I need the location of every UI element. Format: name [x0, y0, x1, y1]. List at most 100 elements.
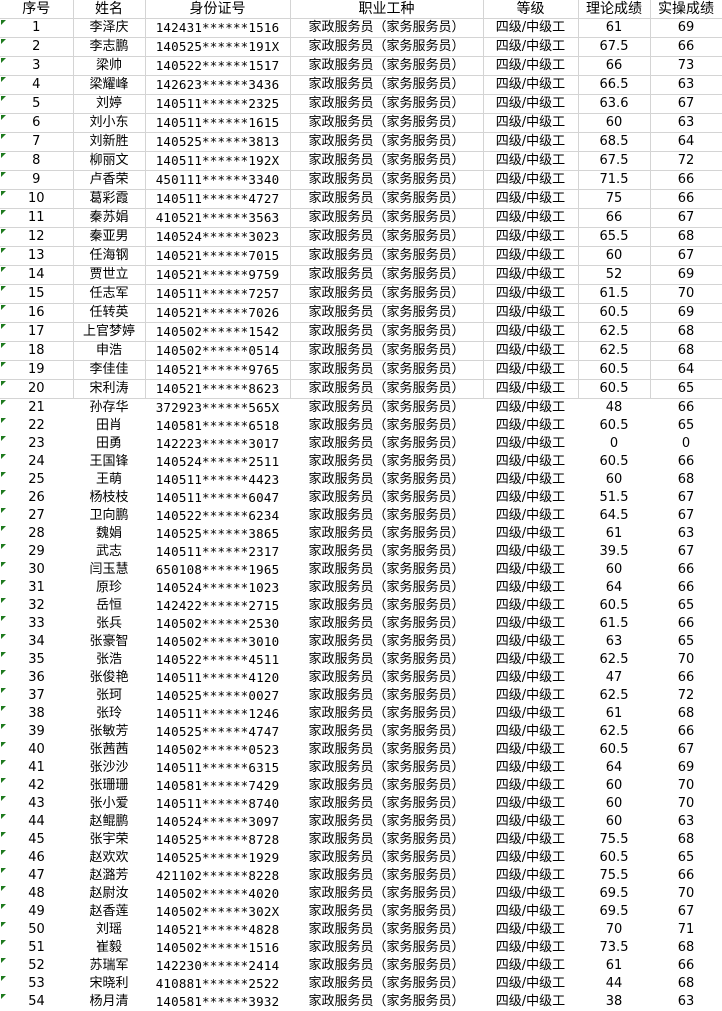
- id-number-cell[interactable]: 140502******3010: [145, 633, 290, 651]
- practical-score-cell[interactable]: 70: [650, 285, 722, 304]
- practical-score-cell[interactable]: 68: [650, 831, 722, 849]
- id-number-cell[interactable]: 140521******4828: [145, 921, 290, 939]
- seq-cell[interactable]: 52: [0, 957, 73, 975]
- theory-score-cell[interactable]: 39.5: [578, 543, 650, 561]
- name-cell[interactable]: 张玲: [73, 705, 145, 723]
- practical-score-cell[interactable]: 70: [650, 777, 722, 795]
- level-cell[interactable]: 四级/中级工: [483, 76, 578, 95]
- seq-cell[interactable]: 17: [0, 323, 73, 342]
- occupation-cell[interactable]: 家政服务员（家务服务员）: [290, 777, 483, 795]
- id-number-cell[interactable]: 140581******3932: [145, 993, 290, 1011]
- level-cell[interactable]: 四级/中级工: [483, 152, 578, 171]
- id-number-cell[interactable]: 140522******6234: [145, 507, 290, 525]
- id-number-cell[interactable]: 140502******0514: [145, 342, 290, 361]
- name-cell[interactable]: 王国锋: [73, 453, 145, 471]
- practical-score-cell[interactable]: 69: [650, 759, 722, 777]
- theory-score-cell[interactable]: 63: [578, 633, 650, 651]
- seq-cell[interactable]: 27: [0, 507, 73, 525]
- occupation-cell[interactable]: 家政服务员（家务服务员）: [290, 114, 483, 133]
- theory-score-cell[interactable]: 60.5: [578, 304, 650, 323]
- theory-score-cell[interactable]: 70: [578, 921, 650, 939]
- id-number-cell[interactable]: 140511******4120: [145, 669, 290, 687]
- practical-score-cell[interactable]: 66: [650, 38, 722, 57]
- theory-score-cell[interactable]: 69.5: [578, 903, 650, 921]
- occupation-cell[interactable]: 家政服务员（家务服务员）: [290, 399, 483, 418]
- name-cell[interactable]: 梁耀峰: [73, 76, 145, 95]
- level-cell[interactable]: 四级/中级工: [483, 687, 578, 705]
- theory-score-cell[interactable]: 52: [578, 266, 650, 285]
- header-name[interactable]: 姓名: [73, 0, 145, 19]
- occupation-cell[interactable]: 家政服务员（家务服务员）: [290, 453, 483, 471]
- seq-cell[interactable]: 45: [0, 831, 73, 849]
- level-cell[interactable]: 四级/中级工: [483, 525, 578, 543]
- seq-cell[interactable]: 30: [0, 561, 73, 579]
- id-number-cell[interactable]: 140521******9759: [145, 266, 290, 285]
- seq-cell[interactable]: 1: [0, 19, 73, 38]
- name-cell[interactable]: 刘小东: [73, 114, 145, 133]
- theory-score-cell[interactable]: 51.5: [578, 489, 650, 507]
- level-cell[interactable]: 四级/中级工: [483, 266, 578, 285]
- theory-score-cell[interactable]: 62.5: [578, 687, 650, 705]
- practical-score-cell[interactable]: 0: [650, 435, 722, 453]
- level-cell[interactable]: 四级/中级工: [483, 651, 578, 669]
- name-cell[interactable]: 李泽庆: [73, 19, 145, 38]
- practical-score-cell[interactable]: 68: [650, 975, 722, 993]
- id-number-cell[interactable]: 140581******7429: [145, 777, 290, 795]
- practical-score-cell[interactable]: 71: [650, 921, 722, 939]
- occupation-cell[interactable]: 家政服务员（家务服务员）: [290, 957, 483, 975]
- name-cell[interactable]: 宋晓利: [73, 975, 145, 993]
- theory-score-cell[interactable]: 61: [578, 525, 650, 543]
- name-cell[interactable]: 任转英: [73, 304, 145, 323]
- seq-cell[interactable]: 21: [0, 399, 73, 418]
- id-number-cell[interactable]: 140511******1246: [145, 705, 290, 723]
- occupation-cell[interactable]: 家政服务员（家务服务员）: [290, 615, 483, 633]
- theory-score-cell[interactable]: 60.5: [578, 597, 650, 615]
- name-cell[interactable]: 柳丽文: [73, 152, 145, 171]
- level-cell[interactable]: 四级/中级工: [483, 831, 578, 849]
- theory-score-cell[interactable]: 71.5: [578, 171, 650, 190]
- seq-cell[interactable]: 24: [0, 453, 73, 471]
- name-cell[interactable]: 王萌: [73, 471, 145, 489]
- level-cell[interactable]: 四级/中级工: [483, 975, 578, 993]
- name-cell[interactable]: 张沙沙: [73, 759, 145, 777]
- name-cell[interactable]: 张茜茜: [73, 741, 145, 759]
- level-cell[interactable]: 四级/中级工: [483, 471, 578, 489]
- theory-score-cell[interactable]: 60.5: [578, 741, 650, 759]
- header-theory-score[interactable]: 理论成绩: [578, 0, 650, 19]
- name-cell[interactable]: 李志鹏: [73, 38, 145, 57]
- name-cell[interactable]: 闫玉慧: [73, 561, 145, 579]
- level-cell[interactable]: 四级/中级工: [483, 633, 578, 651]
- practical-score-cell[interactable]: 66: [650, 579, 722, 597]
- theory-score-cell[interactable]: 61: [578, 957, 650, 975]
- name-cell[interactable]: 孙存华: [73, 399, 145, 418]
- practical-score-cell[interactable]: 67: [650, 741, 722, 759]
- occupation-cell[interactable]: 家政服务员（家务服务员）: [290, 867, 483, 885]
- id-number-cell[interactable]: 372923******565X: [145, 399, 290, 418]
- level-cell[interactable]: 四级/中级工: [483, 507, 578, 525]
- occupation-cell[interactable]: 家政服务员（家务服务员）: [290, 228, 483, 247]
- seq-cell[interactable]: 41: [0, 759, 73, 777]
- theory-score-cell[interactable]: 64.5: [578, 507, 650, 525]
- name-cell[interactable]: 崔毅: [73, 939, 145, 957]
- name-cell[interactable]: 葛彩霞: [73, 190, 145, 209]
- seq-cell[interactable]: 33: [0, 615, 73, 633]
- occupation-cell[interactable]: 家政服务员（家务服务员）: [290, 247, 483, 266]
- practical-score-cell[interactable]: 68: [650, 342, 722, 361]
- seq-cell[interactable]: 6: [0, 114, 73, 133]
- seq-cell[interactable]: 25: [0, 471, 73, 489]
- practical-score-cell[interactable]: 66: [650, 399, 722, 418]
- theory-score-cell[interactable]: 62.5: [578, 342, 650, 361]
- name-cell[interactable]: 魏娟: [73, 525, 145, 543]
- id-number-cell[interactable]: 140502******4020: [145, 885, 290, 903]
- occupation-cell[interactable]: 家政服务员（家务服务员）: [290, 975, 483, 993]
- occupation-cell[interactable]: 家政服务员（家务服务员）: [290, 76, 483, 95]
- theory-score-cell[interactable]: 60: [578, 813, 650, 831]
- occupation-cell[interactable]: 家政服务员（家务服务员）: [290, 507, 483, 525]
- id-number-cell[interactable]: 421102******8228: [145, 867, 290, 885]
- occupation-cell[interactable]: 家政服务员（家务服务员）: [290, 435, 483, 453]
- seq-cell[interactable]: 11: [0, 209, 73, 228]
- practical-score-cell[interactable]: 65: [650, 597, 722, 615]
- practical-score-cell[interactable]: 68: [650, 323, 722, 342]
- theory-score-cell[interactable]: 75.5: [578, 867, 650, 885]
- seq-cell[interactable]: 28: [0, 525, 73, 543]
